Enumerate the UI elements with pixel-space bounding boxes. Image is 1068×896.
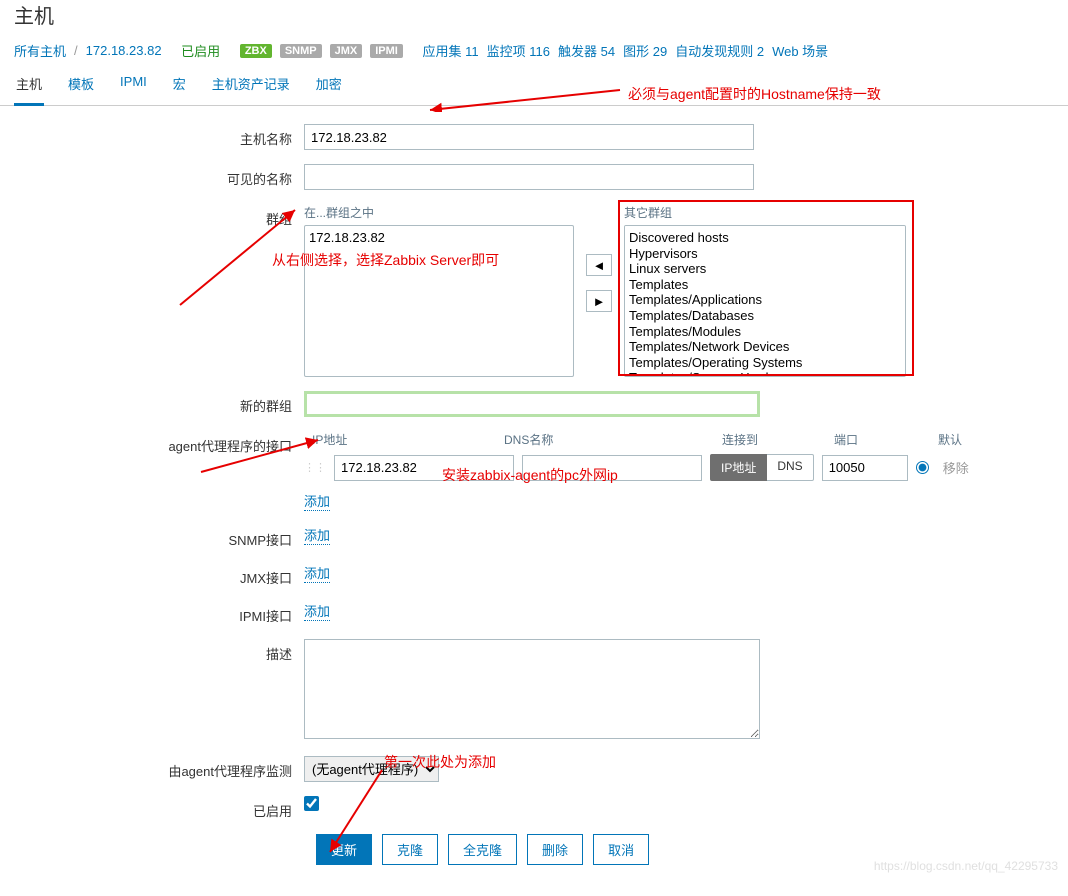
label-other-groups: 其它群组	[624, 204, 906, 221]
page-title: 主机	[0, 0, 1068, 35]
add-agent-iface[interactable]: 添加	[304, 491, 330, 511]
connect-to-toggle: IP地址 DNS	[710, 454, 814, 481]
badge-snmp: SNMP	[280, 44, 322, 58]
label-snmp-iface: SNMP接口	[14, 525, 304, 549]
tab-host[interactable]: 主机	[14, 66, 44, 106]
select-proxy[interactable]: (无agent代理程序)	[304, 756, 439, 782]
host-form: 主机名称 可见的名称 群组 在...群组之中 172.18.23.82 ◄ ► …	[0, 106, 1068, 879]
remove-link: 移除	[943, 458, 969, 477]
label-in-groups: 在...群组之中	[304, 204, 574, 221]
badge-zbx: ZBX	[240, 44, 272, 58]
link-apps[interactable]: 应用集 11	[422, 41, 478, 60]
badge-jmx: JMX	[330, 44, 363, 58]
watermark: https://blog.csdn.net/qq_42295733	[874, 859, 1058, 873]
fullclone-button[interactable]: 全克隆	[448, 834, 517, 865]
col-port: 端口	[834, 431, 938, 448]
input-agent-dns[interactable]	[522, 455, 702, 481]
label-visiblename: 可见的名称	[14, 164, 304, 188]
drag-handle-icon[interactable]: ⋮⋮	[304, 461, 326, 474]
input-hostname[interactable]	[304, 124, 754, 150]
col-ip: IP地址	[304, 431, 504, 448]
listbox-other-groups[interactable]: Discovered hostsHypervisorsLinux servers…	[624, 225, 906, 377]
add-jmx-iface[interactable]: 添加	[304, 563, 330, 583]
add-ipmi-iface[interactable]: 添加	[304, 601, 330, 621]
link-web[interactable]: Web 场景	[772, 41, 828, 60]
label-enabled: 已启用	[14, 796, 304, 820]
status-enabled: 已启用	[181, 41, 220, 60]
col-dns: DNS名称	[504, 431, 722, 448]
tab-macros[interactable]: 宏	[171, 66, 188, 105]
col-default: 默认	[938, 431, 998, 448]
link-items[interactable]: 监控项 116	[487, 41, 550, 60]
update-button[interactable]: 更新	[316, 834, 372, 865]
label-jmx-iface: JMX接口	[14, 563, 304, 587]
breadcrumb-all-hosts[interactable]: 所有主机	[14, 41, 66, 60]
tabs: 主机 模板 IPMI 宏 主机资产记录 加密	[0, 66, 1068, 106]
pill-dns[interactable]: DNS	[767, 454, 813, 481]
status-bar: 所有主机 / 172.18.23.82 已启用 ZBX SNMP JMX IPMI 应…	[0, 35, 1068, 66]
badge-ipmi: IPMI	[370, 44, 403, 58]
tab-templates[interactable]: 模板	[66, 66, 96, 105]
tab-ipmi[interactable]: IPMI	[118, 66, 149, 105]
clone-button[interactable]: 克隆	[382, 834, 438, 865]
label-agent-iface: agent代理程序的接口	[14, 431, 304, 455]
label-hostname: 主机名称	[14, 124, 304, 148]
input-agent-port[interactable]	[822, 455, 908, 481]
listbox-in-groups[interactable]: 172.18.23.82	[304, 225, 574, 377]
label-newgroups: 新的群组	[14, 391, 304, 415]
tab-inventory[interactable]: 主机资产记录	[210, 66, 292, 105]
tab-encryption[interactable]: 加密	[314, 66, 344, 105]
textarea-description[interactable]	[304, 639, 760, 739]
delete-button[interactable]: 删除	[527, 834, 583, 865]
input-visiblename[interactable]	[304, 164, 754, 190]
add-snmp-iface[interactable]: 添加	[304, 525, 330, 545]
move-right-button[interactable]: ►	[586, 290, 612, 312]
pill-ip[interactable]: IP地址	[710, 454, 767, 481]
link-graphs[interactable]: 图形 29	[623, 41, 667, 60]
label-monitored-by: 由agent代理程序监测	[14, 756, 304, 780]
checkbox-enabled[interactable]	[304, 796, 319, 811]
breadcrumb-separator: /	[74, 43, 78, 58]
label-ipmi-iface: IPMI接口	[14, 601, 304, 625]
cancel-button[interactable]: 取消	[593, 834, 649, 865]
link-triggers[interactable]: 触发器 54	[558, 41, 615, 60]
label-description: 描述	[14, 639, 304, 663]
input-agent-ip[interactable]	[334, 455, 514, 481]
input-newgroup[interactable]	[304, 391, 760, 417]
breadcrumb-host[interactable]: 172.18.23.82	[86, 43, 162, 58]
move-left-button[interactable]: ◄	[586, 254, 612, 276]
link-discovery[interactable]: 自动发现规则 2	[675, 41, 764, 60]
label-groups: 群组	[14, 204, 304, 228]
col-connect: 连接到	[722, 431, 834, 448]
radio-default[interactable]	[916, 461, 929, 474]
